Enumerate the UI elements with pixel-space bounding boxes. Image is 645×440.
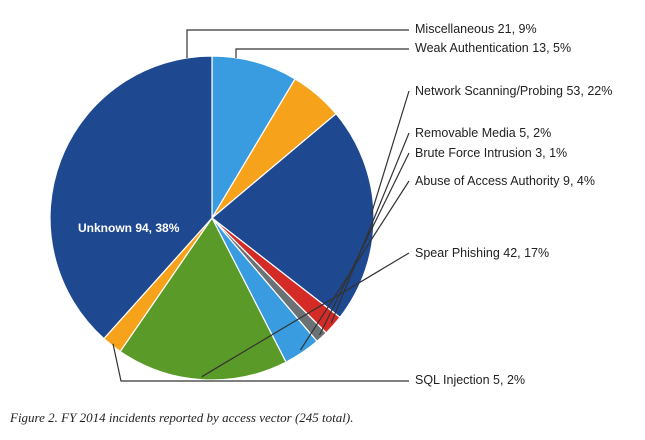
slice-label-weak-authentication: Weak Authentication 13, 5%: [415, 41, 571, 55]
slice-label-network-scanning-probing: Network Scanning/Probing 53, 22%: [415, 84, 612, 98]
leader-line-miscellaneous: [186, 29, 409, 58]
slice-label-removable-media: Removable Media 5, 2%: [415, 126, 551, 140]
slice-label-sql-injection: SQL Injection 5, 2%: [415, 373, 525, 387]
slice-label-brute-force-intrusion: Brute Force Intrusion 3, 1%: [415, 146, 567, 160]
leader-line-spear-phishing: [201, 252, 410, 378]
leader-line-weak-authentication: [235, 48, 409, 58]
slice-label-abuse-of-access-authority: Abuse of Access Authority 9, 4%: [415, 174, 595, 188]
slice-network-scanning-probing: [211, 112, 375, 319]
slice-labels: Miscellaneous 21, 9% Weak Authentication …: [78, 22, 612, 387]
leader-lines: [112, 29, 410, 382]
leader-line-sql-injection: [112, 343, 409, 382]
slice-miscellaneous: [211, 55, 296, 221]
slice-label-unknown: Unknown 94, 38%: [78, 221, 180, 235]
leader-line-abuse-of-access-authority: [299, 180, 410, 351]
leader-line-brute-force-intrusion: [319, 152, 410, 336]
slice-unknown: [49, 55, 213, 340]
pie-chart: Miscellaneous 21, 9% Weak Authentication …: [49, 22, 612, 387]
slice-label-spear-phishing: Spear Phishing 42, 17%: [415, 246, 549, 260]
slice-spear-phishing: [119, 216, 287, 381]
leader-line-network-scanning-probing: [370, 90, 410, 216]
pie-slices: [49, 55, 375, 381]
figure-caption: Figure 2. FY 2014 incidents reported by …: [10, 410, 354, 425]
slice-label-miscellaneous: Miscellaneous 21, 9%: [415, 22, 537, 36]
